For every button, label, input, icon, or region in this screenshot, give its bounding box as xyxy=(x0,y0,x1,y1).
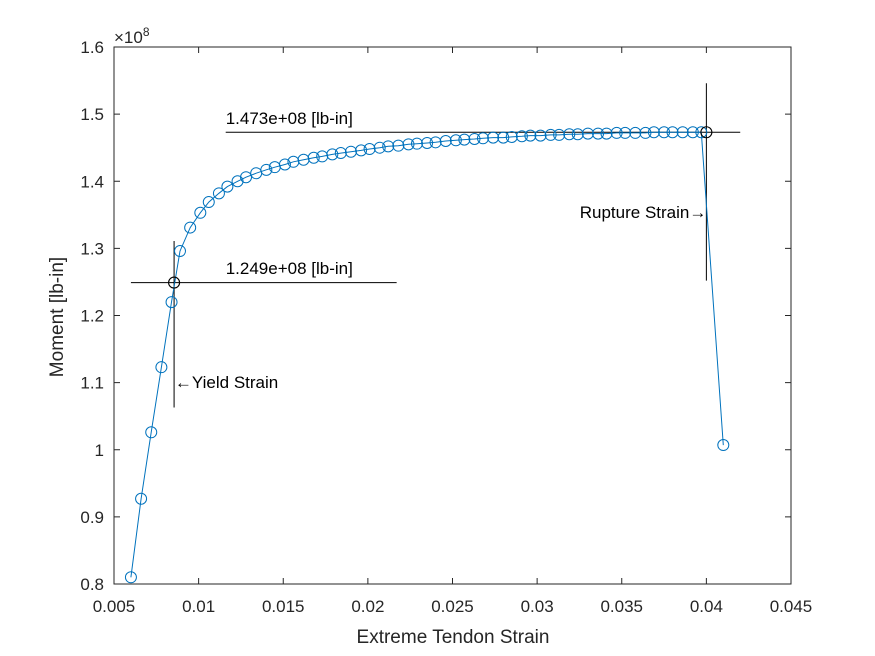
axes: 0.005 0.01 0.015 0.02 0.025 0.03 0.035 0.04 0.04… xyxy=(80,38,812,616)
series-marker xyxy=(524,129,537,142)
x-tick-label: 0.035 xyxy=(600,597,643,616)
x-tick-label: 0.025 xyxy=(431,597,474,616)
series-marker xyxy=(221,180,234,193)
y-tick-label: 1.2 xyxy=(80,307,104,326)
y-axis-exponent: ×108 xyxy=(114,25,150,47)
series-marker xyxy=(610,126,623,139)
series-marker xyxy=(307,151,320,164)
x-axis-label: Extreme Tendon Strain xyxy=(357,627,550,648)
series-marker xyxy=(363,143,376,156)
series-marker xyxy=(421,136,434,149)
y-tick-label: 1.4 xyxy=(80,172,104,191)
series-marker xyxy=(202,196,215,209)
series-marker xyxy=(439,134,452,147)
series-marker xyxy=(212,187,225,200)
series-marker xyxy=(449,134,462,147)
series-marker xyxy=(278,158,291,171)
series-marker xyxy=(344,145,357,158)
series-marker xyxy=(695,126,708,139)
series-marker xyxy=(184,221,197,234)
series-marker xyxy=(600,127,613,140)
y-tick-label: 0.8 xyxy=(80,575,104,594)
plot-area xyxy=(124,83,741,584)
series-marker xyxy=(392,139,405,152)
series-marker xyxy=(165,296,178,309)
yield-point-marker xyxy=(168,276,181,289)
series-marker xyxy=(410,137,423,150)
yield-strain-label: ←Yield Strain xyxy=(175,373,278,392)
y-axis-exponent-base: ×10 xyxy=(114,28,143,47)
x-tick-label: 0.01 xyxy=(182,597,215,616)
series-marker xyxy=(240,171,253,184)
series-marker xyxy=(194,206,207,219)
series-marker xyxy=(429,136,442,149)
series-marker xyxy=(686,126,699,139)
series-marker xyxy=(676,126,689,139)
rupture-strain-label: Rupture Strain→ xyxy=(580,203,707,222)
series-marker xyxy=(326,148,339,161)
series-marker xyxy=(581,127,594,140)
series-marker xyxy=(382,140,395,153)
series-marker xyxy=(476,132,489,145)
y-tick-label: 0.9 xyxy=(80,508,104,527)
series-marker xyxy=(619,126,632,139)
series-marker xyxy=(174,245,187,258)
y-tick-label: 1.3 xyxy=(80,239,104,258)
series-marker xyxy=(592,127,605,140)
rupture-point-marker xyxy=(700,126,713,139)
x-tick-label: 0.015 xyxy=(262,597,305,616)
x-tick-label: 0.03 xyxy=(521,597,554,616)
series-marker xyxy=(544,128,557,141)
series-marker xyxy=(124,571,137,584)
series-marker xyxy=(458,133,471,146)
series-marker xyxy=(355,144,368,157)
series-marker xyxy=(497,131,510,144)
series-marker xyxy=(334,147,347,160)
y-tick-label: 1 xyxy=(95,441,104,460)
series-marker xyxy=(515,130,528,143)
y-tick-label: 1.6 xyxy=(80,38,104,57)
series-marker xyxy=(571,128,584,141)
series-marker xyxy=(468,132,481,145)
y-axis-label: Moment [lb-in] xyxy=(47,257,68,377)
series-marker xyxy=(135,492,148,505)
x-tick-label: 0.045 xyxy=(770,597,813,616)
series-marker xyxy=(260,163,273,176)
y-tick-label: 1.1 xyxy=(80,374,104,393)
y-axis-exponent-power: 8 xyxy=(143,25,150,39)
series-marker xyxy=(145,426,158,439)
series-marker xyxy=(373,141,386,154)
x-tick-label: 0.04 xyxy=(690,597,723,616)
series-marker xyxy=(639,126,652,139)
x-tick-label: 0.02 xyxy=(351,597,384,616)
x-tick-label: 0.005 xyxy=(93,597,136,616)
rupture-moment-annotation: 1.473e+08 [lb-in] xyxy=(226,109,353,128)
series-marker xyxy=(647,126,660,139)
series-marker xyxy=(629,126,642,139)
series-marker xyxy=(534,129,547,142)
yield-moment-annotation: 1.249e+08 [lb-in] xyxy=(226,259,353,278)
y-tick-label: 1.5 xyxy=(80,105,104,124)
series-marker xyxy=(717,439,730,452)
series-marker xyxy=(402,138,415,151)
series-marker xyxy=(666,126,679,139)
series-marker xyxy=(658,126,671,139)
series-marker xyxy=(553,128,566,141)
series-marker xyxy=(155,361,168,374)
series-marker xyxy=(563,128,576,141)
series-marker xyxy=(487,131,500,144)
series-marker xyxy=(231,175,244,188)
series-marker xyxy=(505,130,518,143)
